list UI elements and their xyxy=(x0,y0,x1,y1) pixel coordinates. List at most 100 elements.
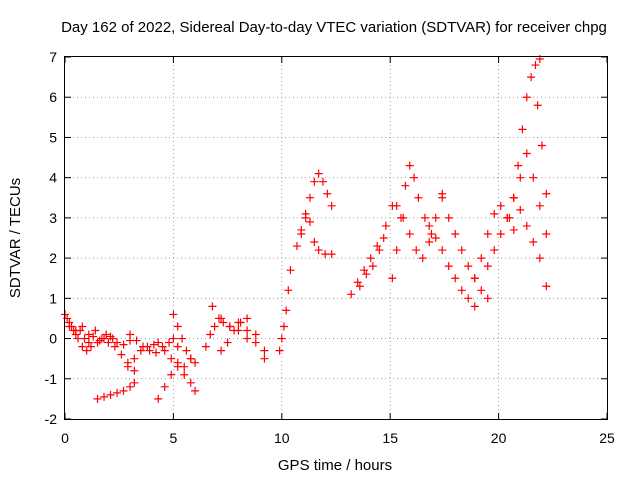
data-point xyxy=(143,342,152,351)
data-point xyxy=(362,270,371,279)
series-track-v xyxy=(470,201,518,283)
series-track-n xyxy=(292,169,336,251)
data-point xyxy=(297,229,306,238)
data-point xyxy=(477,286,486,295)
series-track-g xyxy=(154,354,195,403)
series-track-c xyxy=(65,322,139,375)
data-point xyxy=(89,332,98,341)
data-point xyxy=(279,322,288,331)
x-tick-label: 10 xyxy=(274,430,290,446)
data-point xyxy=(230,326,239,335)
data-point xyxy=(323,189,332,198)
series-track-i xyxy=(169,310,200,367)
data-point xyxy=(360,266,369,275)
data-point xyxy=(284,286,293,295)
data-point xyxy=(509,225,518,234)
data-point xyxy=(251,338,260,347)
data-point xyxy=(186,378,195,387)
data-point xyxy=(327,250,336,259)
series-track-p xyxy=(347,234,388,299)
data-point xyxy=(444,213,453,222)
data-point xyxy=(149,340,158,349)
data-point xyxy=(425,238,434,247)
data-point xyxy=(305,217,314,226)
data-point xyxy=(516,205,525,214)
data-point xyxy=(108,334,117,343)
data-point xyxy=(483,229,492,238)
series-track-r xyxy=(388,161,436,283)
data-point xyxy=(260,346,269,355)
series-track-e xyxy=(126,330,182,357)
x-tick-label: 15 xyxy=(382,430,398,446)
data-point xyxy=(201,342,210,351)
data-point xyxy=(119,340,128,349)
data-point xyxy=(529,238,538,247)
data-point xyxy=(457,286,466,295)
data-point xyxy=(292,242,301,251)
data-point xyxy=(110,342,119,351)
data-point xyxy=(117,350,126,359)
data-point xyxy=(145,346,154,355)
data-point xyxy=(169,334,178,343)
series-track-h xyxy=(160,346,200,395)
data-point xyxy=(477,254,486,263)
data-point xyxy=(375,246,384,255)
data-point xyxy=(165,338,174,347)
data-point xyxy=(84,338,93,347)
data-point xyxy=(425,221,434,230)
data-point xyxy=(355,282,364,291)
data-point xyxy=(388,274,397,283)
data-point xyxy=(542,282,551,291)
data-point xyxy=(173,322,182,331)
x-axis-label: GPS time / hours xyxy=(278,457,392,474)
data-point xyxy=(80,334,89,343)
data-point xyxy=(65,322,74,331)
y-tick-label: 1 xyxy=(49,290,57,306)
data-point xyxy=(186,354,195,363)
data-point xyxy=(483,294,492,303)
data-point xyxy=(87,342,96,351)
data-point xyxy=(78,342,87,351)
data-point xyxy=(106,332,115,341)
data-point xyxy=(132,336,141,345)
data-point xyxy=(91,326,100,335)
series-track-f xyxy=(123,338,163,371)
data-point xyxy=(169,310,178,319)
data-point xyxy=(84,330,93,339)
x-tick-label: 20 xyxy=(491,430,507,446)
x-tick-label: 0 xyxy=(61,430,69,446)
data-point xyxy=(514,161,523,170)
data-point xyxy=(305,193,314,202)
data-point xyxy=(152,348,161,357)
y-tick-label: 4 xyxy=(49,170,57,186)
data-point xyxy=(399,213,408,222)
data-point xyxy=(217,346,226,355)
data-point xyxy=(173,362,182,371)
data-point xyxy=(405,229,414,238)
y-tick-label: 6 xyxy=(49,89,57,105)
series-track-s xyxy=(392,189,447,263)
data-point xyxy=(93,338,102,347)
y-tick-label: 0 xyxy=(49,331,57,347)
data-point xyxy=(368,262,377,271)
y-axis-label: SDTVAR / TECUs xyxy=(7,178,24,298)
data-point xyxy=(509,193,518,202)
y-tick-label: 5 xyxy=(49,129,57,145)
data-point xyxy=(451,229,460,238)
data-point xyxy=(366,254,375,263)
data-point xyxy=(451,274,460,283)
data-point xyxy=(113,338,122,347)
data-point xyxy=(160,382,169,391)
data-point xyxy=(243,326,252,335)
data-point xyxy=(282,306,291,315)
data-point xyxy=(113,388,122,397)
data-point xyxy=(535,201,544,210)
data-point xyxy=(102,330,111,339)
data-point xyxy=(431,213,440,222)
data-point xyxy=(82,346,91,355)
x-tick-label: 5 xyxy=(170,430,178,446)
x-tick-label: 25 xyxy=(599,430,615,446)
data-point xyxy=(529,173,538,182)
series-track-k xyxy=(208,302,269,355)
data-point xyxy=(314,169,323,178)
